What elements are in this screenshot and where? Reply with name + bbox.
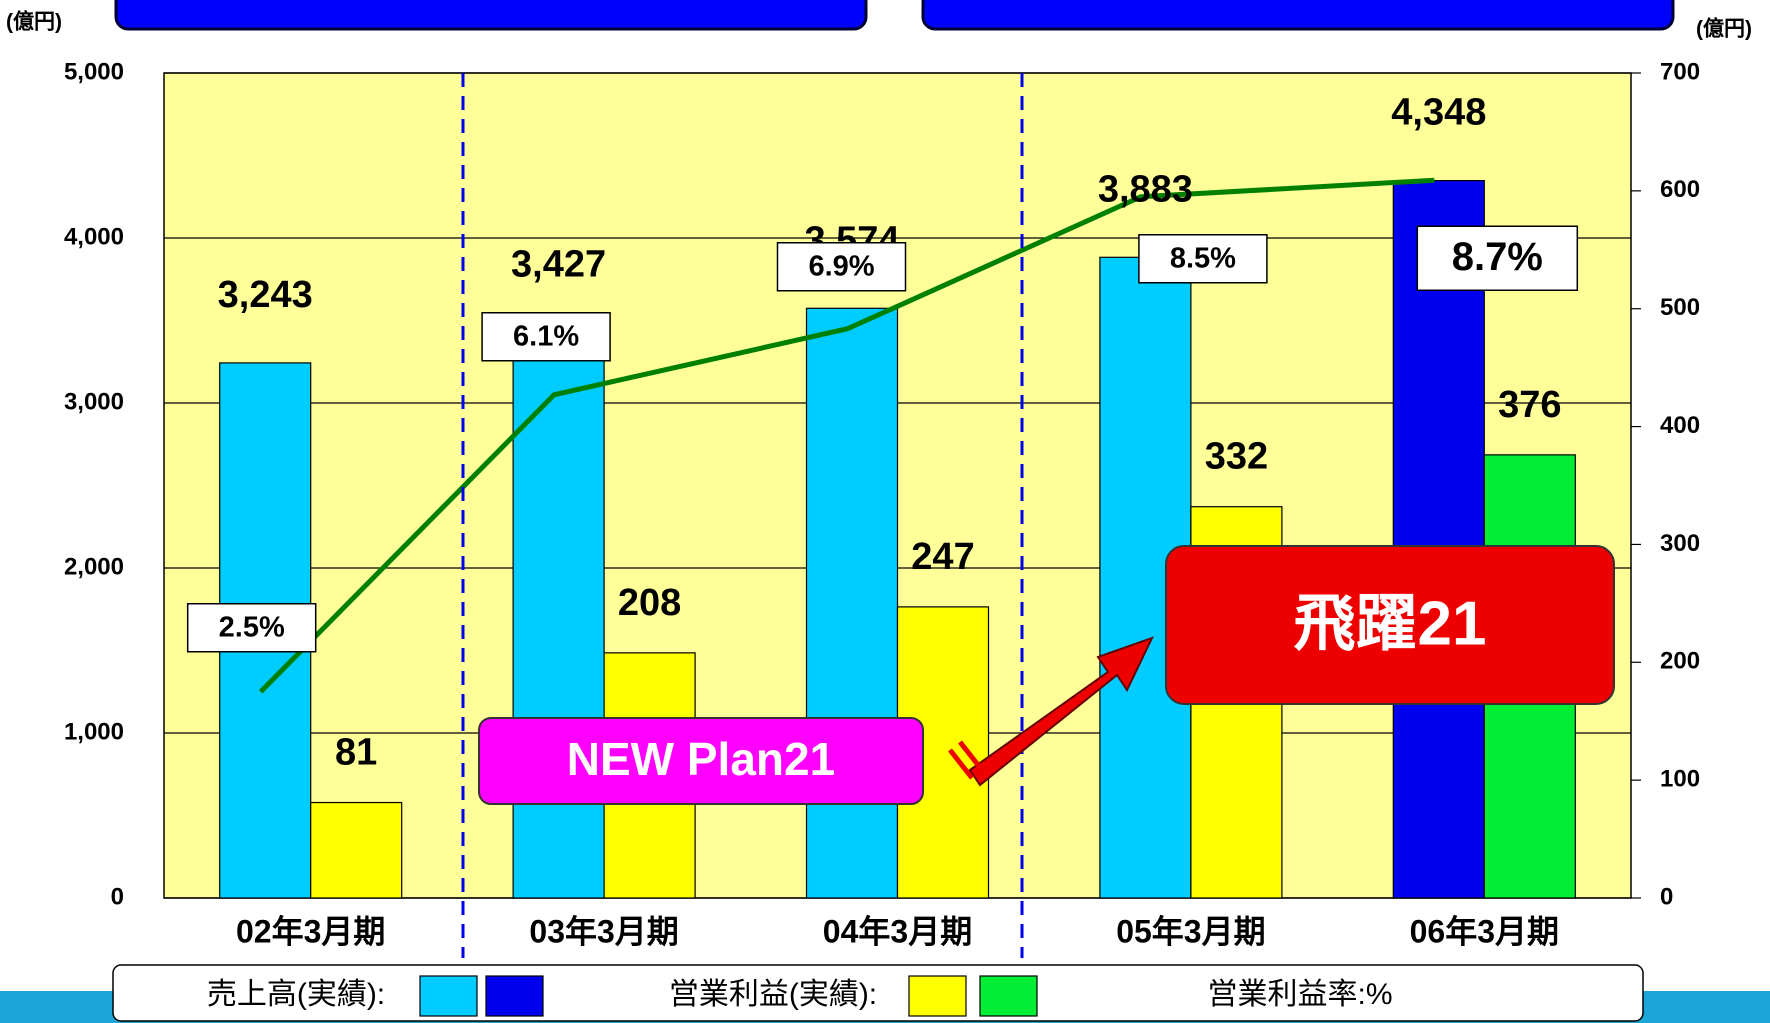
y2-tick-label: 500 — [1660, 294, 1700, 321]
annotation-box — [478, 717, 924, 805]
data-label: 247 — [911, 536, 974, 578]
data-label: 376 — [1498, 384, 1561, 426]
annotation-box — [1165, 545, 1615, 705]
data-label: 3,427 — [511, 244, 606, 286]
banner — [921, 0, 1675, 31]
legend-items: 売上高(実績): 営業利益(実績): 営業利益率:% — [207, 975, 1393, 1017]
y-tick-label: 1,000 — [64, 718, 124, 745]
legend-swatch — [908, 975, 967, 1017]
y-tick-label: 4,000 — [64, 223, 124, 250]
data-label: 332 — [1205, 436, 1268, 478]
value-box — [481, 312, 611, 362]
data-label: 4,348 — [1391, 92, 1486, 134]
value-box — [1416, 225, 1579, 291]
y2-tick-label: 600 — [1660, 176, 1700, 203]
legend-label: 営業利益(実績): — [669, 978, 877, 1011]
arrow — [948, 636, 1154, 787]
bar — [1392, 179, 1485, 899]
x-tick-label: 05年3月期 — [1116, 913, 1265, 949]
bar — [512, 331, 605, 899]
y2-tick-label: 400 — [1660, 412, 1700, 439]
data-label: 8.5% — [1170, 242, 1236, 274]
annotation: 飛躍21 — [1294, 589, 1487, 658]
y-unit: (億円) — [6, 10, 62, 34]
y-tick-label: 2,000 — [64, 553, 124, 580]
labels: 02年3月期 03年3月期 04年3月期 05年3月期 06年3月期 3,243 3,427… — [186, 92, 1579, 949]
value-box — [186, 603, 317, 653]
legend-label: 売上高(実績): — [207, 978, 385, 1011]
data-label: 2.5% — [219, 611, 285, 643]
data-label: 81 — [335, 732, 377, 774]
legend-swatch — [485, 975, 544, 1017]
data-label: 208 — [618, 582, 681, 624]
x-tick-label: 03年3月期 — [529, 913, 678, 949]
x-tick-label: 02年3月期 — [236, 913, 385, 949]
data-label: 8.7% — [1452, 235, 1543, 279]
y-tick-label: 0 — [111, 883, 124, 910]
x-tick-label: 06年3月期 — [1410, 913, 1559, 949]
data-label: 3,243 — [218, 274, 313, 316]
data-label: 6.9% — [808, 250, 874, 282]
y2-unit: (億円) — [1696, 17, 1752, 41]
arrow-tail — [958, 740, 984, 772]
y-tick-label: 5,000 — [64, 58, 124, 85]
y-tick-label: 3,000 — [64, 388, 124, 415]
y2-tick-label: 100 — [1660, 765, 1700, 792]
bar — [805, 307, 899, 899]
data-label: 3,883 — [1098, 168, 1193, 210]
value-box — [1138, 234, 1268, 284]
bar — [310, 801, 403, 899]
y2-tick-label: 700 — [1660, 58, 1700, 85]
legend-label: 営業利益率:% — [1207, 978, 1392, 1011]
arrow-tail — [948, 748, 974, 780]
y2-tick-label: 0 — [1660, 883, 1673, 910]
data-label: 6.1% — [513, 320, 579, 352]
legend-swatch — [419, 975, 478, 1017]
annotation: NEW Plan21 — [567, 733, 835, 785]
value-box — [776, 242, 907, 292]
y2-tick-label: 200 — [1660, 648, 1700, 675]
arrow-shape — [968, 636, 1154, 787]
legend-swatch — [979, 975, 1038, 1017]
line — [258, 177, 1435, 694]
x-tick-label: 04年3月期 — [823, 913, 972, 949]
y2-tick-label: 300 — [1660, 530, 1700, 557]
banner — [114, 0, 868, 31]
